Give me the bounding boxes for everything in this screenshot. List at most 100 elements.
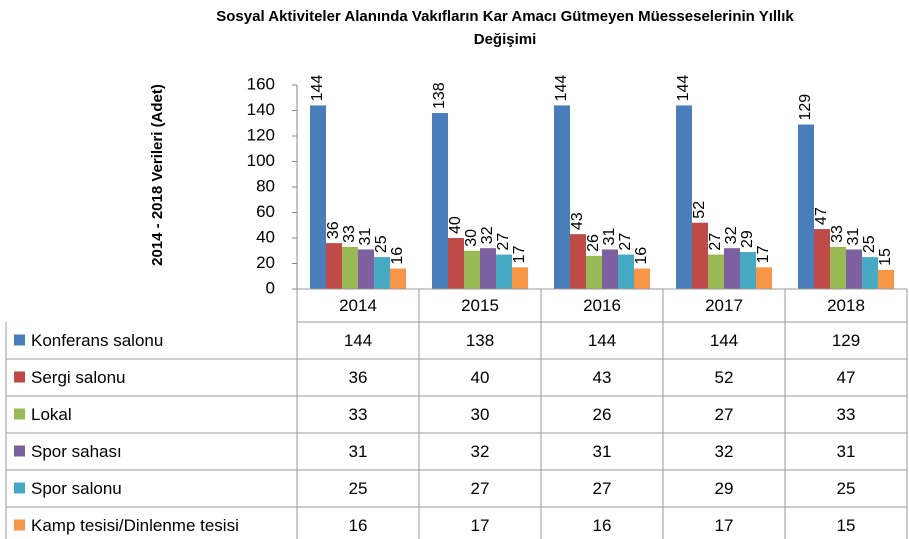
bar xyxy=(480,248,496,289)
data-label: 30 xyxy=(463,229,480,247)
bar xyxy=(814,229,830,289)
x-tick-label: 2015 xyxy=(461,296,499,315)
bar xyxy=(602,249,618,289)
bar xyxy=(798,124,814,290)
data-label: 16 xyxy=(633,247,650,265)
data-label: 47 xyxy=(813,207,830,225)
bar xyxy=(724,248,740,289)
x-tick-label: 2016 xyxy=(583,296,621,315)
data-label: 25 xyxy=(373,235,390,253)
bar xyxy=(448,238,464,289)
y-axis-label: 2014 - 2018 Verileri (Adet) xyxy=(149,84,166,266)
table-value: 17 xyxy=(471,516,490,535)
table-value: 31 xyxy=(593,442,612,461)
data-label: 129 xyxy=(797,94,814,121)
legend-key xyxy=(14,334,25,346)
data-label: 33 xyxy=(341,225,358,243)
table-value: 47 xyxy=(837,368,856,387)
legend-key xyxy=(14,519,25,531)
table-value: 31 xyxy=(837,442,856,461)
bar xyxy=(878,269,894,289)
data-label: 40 xyxy=(447,216,464,234)
bar xyxy=(618,254,634,289)
data-label: 144 xyxy=(675,75,692,102)
y-tick-label: 100 xyxy=(247,151,275,170)
legend-key xyxy=(14,482,25,494)
bar xyxy=(496,254,512,289)
bar xyxy=(554,105,570,290)
data-label: 31 xyxy=(601,228,618,246)
table-value: 16 xyxy=(593,516,612,535)
table-value: 31 xyxy=(349,442,368,461)
bar xyxy=(326,243,342,289)
bar xyxy=(390,268,406,289)
table-value: 15 xyxy=(837,516,856,535)
legend-label: Sergi salonu xyxy=(31,368,126,387)
bar xyxy=(358,249,374,289)
legend-label: Lokal xyxy=(31,405,72,424)
chart-title: Değişimi xyxy=(474,31,537,48)
table-value: 17 xyxy=(715,516,734,535)
data-label: 144 xyxy=(553,75,570,102)
legend-label: Spor sahası xyxy=(31,442,122,461)
data-label: 17 xyxy=(755,245,772,263)
y-tick-label: 140 xyxy=(247,100,275,119)
data-label: 17 xyxy=(511,245,528,263)
bar xyxy=(692,222,708,289)
x-tick-label: 2017 xyxy=(705,296,743,315)
legend-key xyxy=(14,371,25,383)
x-tick-label: 2018 xyxy=(827,296,865,315)
legend-label: Kamp tesisi/Dinlenme tesisi xyxy=(31,516,239,535)
data-label: 15 xyxy=(877,248,894,266)
bar xyxy=(830,246,846,289)
bar xyxy=(708,254,724,289)
data-label: 32 xyxy=(479,226,496,244)
bar xyxy=(374,257,390,289)
bar xyxy=(676,105,692,290)
data-label: 31 xyxy=(845,228,862,246)
table-value: 40 xyxy=(471,368,490,387)
table-value: 26 xyxy=(593,405,612,424)
table-value: 33 xyxy=(837,405,856,424)
bar xyxy=(740,252,756,289)
bar xyxy=(342,246,358,289)
table-value: 25 xyxy=(837,479,856,498)
legend-label: Spor salonu xyxy=(31,479,122,498)
bar xyxy=(586,255,602,289)
table-value: 16 xyxy=(349,516,368,535)
bar xyxy=(310,105,326,290)
y-tick-label: 20 xyxy=(256,253,275,272)
data-label: 138 xyxy=(431,82,448,109)
table-value: 32 xyxy=(715,442,734,461)
table-value: 144 xyxy=(344,331,372,350)
data-label: 27 xyxy=(495,233,512,251)
x-tick-label: 2014 xyxy=(339,296,377,315)
data-label: 52 xyxy=(691,201,708,219)
bar xyxy=(634,268,650,289)
table-value: 52 xyxy=(715,368,734,387)
bar xyxy=(756,267,772,289)
data-label: 27 xyxy=(707,233,724,251)
data-label: 26 xyxy=(585,234,602,252)
data-label: 25 xyxy=(861,235,878,253)
table-value: 27 xyxy=(593,479,612,498)
table-value: 43 xyxy=(593,368,612,387)
bar xyxy=(512,267,528,289)
y-tick-label: 40 xyxy=(256,227,275,246)
data-label: 43 xyxy=(569,212,586,230)
table-value: 27 xyxy=(715,405,734,424)
table-value: 33 xyxy=(349,405,368,424)
bar xyxy=(862,257,878,289)
table-value: 29 xyxy=(715,479,734,498)
y-tick-label: 60 xyxy=(256,202,275,221)
table-value: 32 xyxy=(471,442,490,461)
bar xyxy=(464,250,480,289)
table-value: 138 xyxy=(466,331,494,350)
data-label: 29 xyxy=(739,230,756,248)
legend-label: Konferans salonu xyxy=(31,331,163,350)
data-label: 31 xyxy=(357,228,374,246)
legend-key xyxy=(14,408,25,420)
data-label: 27 xyxy=(617,233,634,251)
table-value: 144 xyxy=(710,331,738,350)
table-value: 36 xyxy=(349,368,368,387)
